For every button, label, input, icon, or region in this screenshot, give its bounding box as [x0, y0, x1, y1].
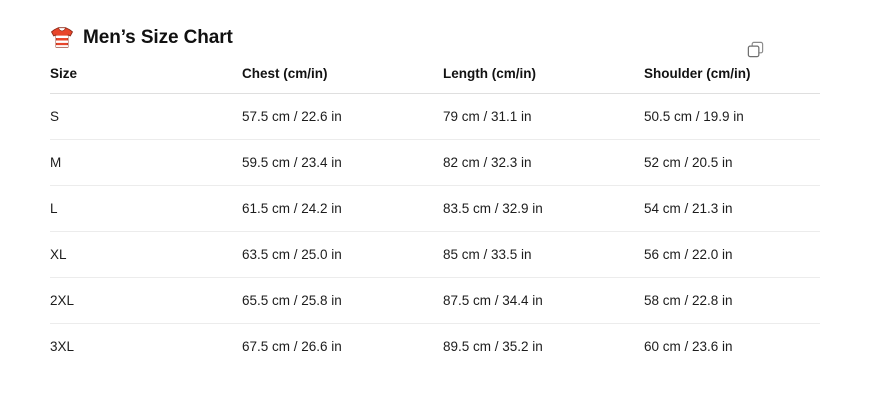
page-header: Men’s Size Chart — [50, 22, 820, 52]
cell-chest: 59.5 cm / 23.4 in — [242, 139, 443, 186]
cell-shoulder: 54 cm / 21.3 in — [644, 185, 820, 232]
table-header: Size Chest (cm/in) Length (cm/in) Should… — [50, 66, 820, 94]
cell-chest: 61.5 cm / 24.2 in — [242, 185, 443, 232]
cell-shoulder: 56 cm / 22.0 in — [644, 231, 820, 278]
column-header-length[interactable]: Length (cm/in) — [443, 66, 644, 94]
cell-size: L — [50, 185, 242, 232]
table-header-row: Size Chest (cm/in) Length (cm/in) Should… — [50, 66, 820, 94]
cell-length: 83.5 cm / 32.9 in — [443, 185, 644, 232]
cell-shoulder: 58 cm / 22.8 in — [644, 277, 820, 324]
column-header-shoulder[interactable]: Shoulder (cm/in) — [644, 66, 820, 94]
cell-chest: 63.5 cm / 25.0 in — [242, 231, 443, 278]
cell-size: 3XL — [50, 339, 75, 354]
cell-shoulder: 60 cm / 23.6 in — [644, 339, 733, 354]
size-chart-table: Size Chest (cm/in) Length (cm/in) Should… — [50, 66, 820, 369]
cell-shoulder: 52 cm / 20.5 in — [644, 139, 820, 186]
cell-length: 85 cm / 33.5 in — [443, 231, 644, 278]
cell-size: M — [50, 139, 242, 186]
cell-chest: 57.5 cm / 22.6 in — [242, 93, 443, 140]
column-header-size[interactable]: Size — [50, 66, 242, 94]
table-body: S 57.5 cm / 22.6 in 79 cm / 31.1 in 50.5… — [50, 93, 820, 370]
cell-size: 2XL — [50, 277, 242, 324]
cell-size: S — [50, 93, 242, 140]
table-row: L 61.5 cm / 24.2 in 83.5 cm / 32.9 in 54… — [50, 185, 820, 232]
table-row: M 59.5 cm / 23.4 in 82 cm / 32.3 in 52 c… — [50, 139, 820, 186]
copy-icon — [747, 41, 763, 57]
cell-shoulder: 50.5 cm / 19.9 in — [644, 93, 820, 140]
table-row: S 57.5 cm / 22.6 in 79 cm / 31.1 in 50.5… — [50, 93, 820, 140]
column-header-chest[interactable]: Chest (cm/in) — [242, 66, 443, 94]
page-title: Men’s Size Chart — [83, 26, 233, 48]
table-row: 3XL 67.5 cm / 26.6 in 89.5 cm / 35.2 in … — [50, 324, 820, 370]
copy-table-button[interactable] — [743, 37, 767, 61]
cell-length: 87.5 cm / 34.4 in — [443, 277, 644, 324]
cell-chest: 65.5 cm / 25.8 in — [242, 277, 443, 324]
cell-length: 82 cm / 32.3 in — [443, 139, 644, 186]
table-row: 2XL 65.5 cm / 25.8 in 87.5 cm / 34.4 in … — [50, 277, 820, 324]
cell-chest: 67.5 cm / 26.6 in — [242, 339, 342, 354]
tshirt-icon — [51, 26, 73, 48]
cell-length: 79 cm / 31.1 in — [443, 93, 644, 140]
cell-size: XL — [50, 231, 242, 278]
table-row: XL 63.5 cm / 25.0 in 85 cm / 33.5 in 56 … — [50, 231, 820, 278]
cell-length: 89.5 cm / 35.2 in — [443, 339, 543, 354]
